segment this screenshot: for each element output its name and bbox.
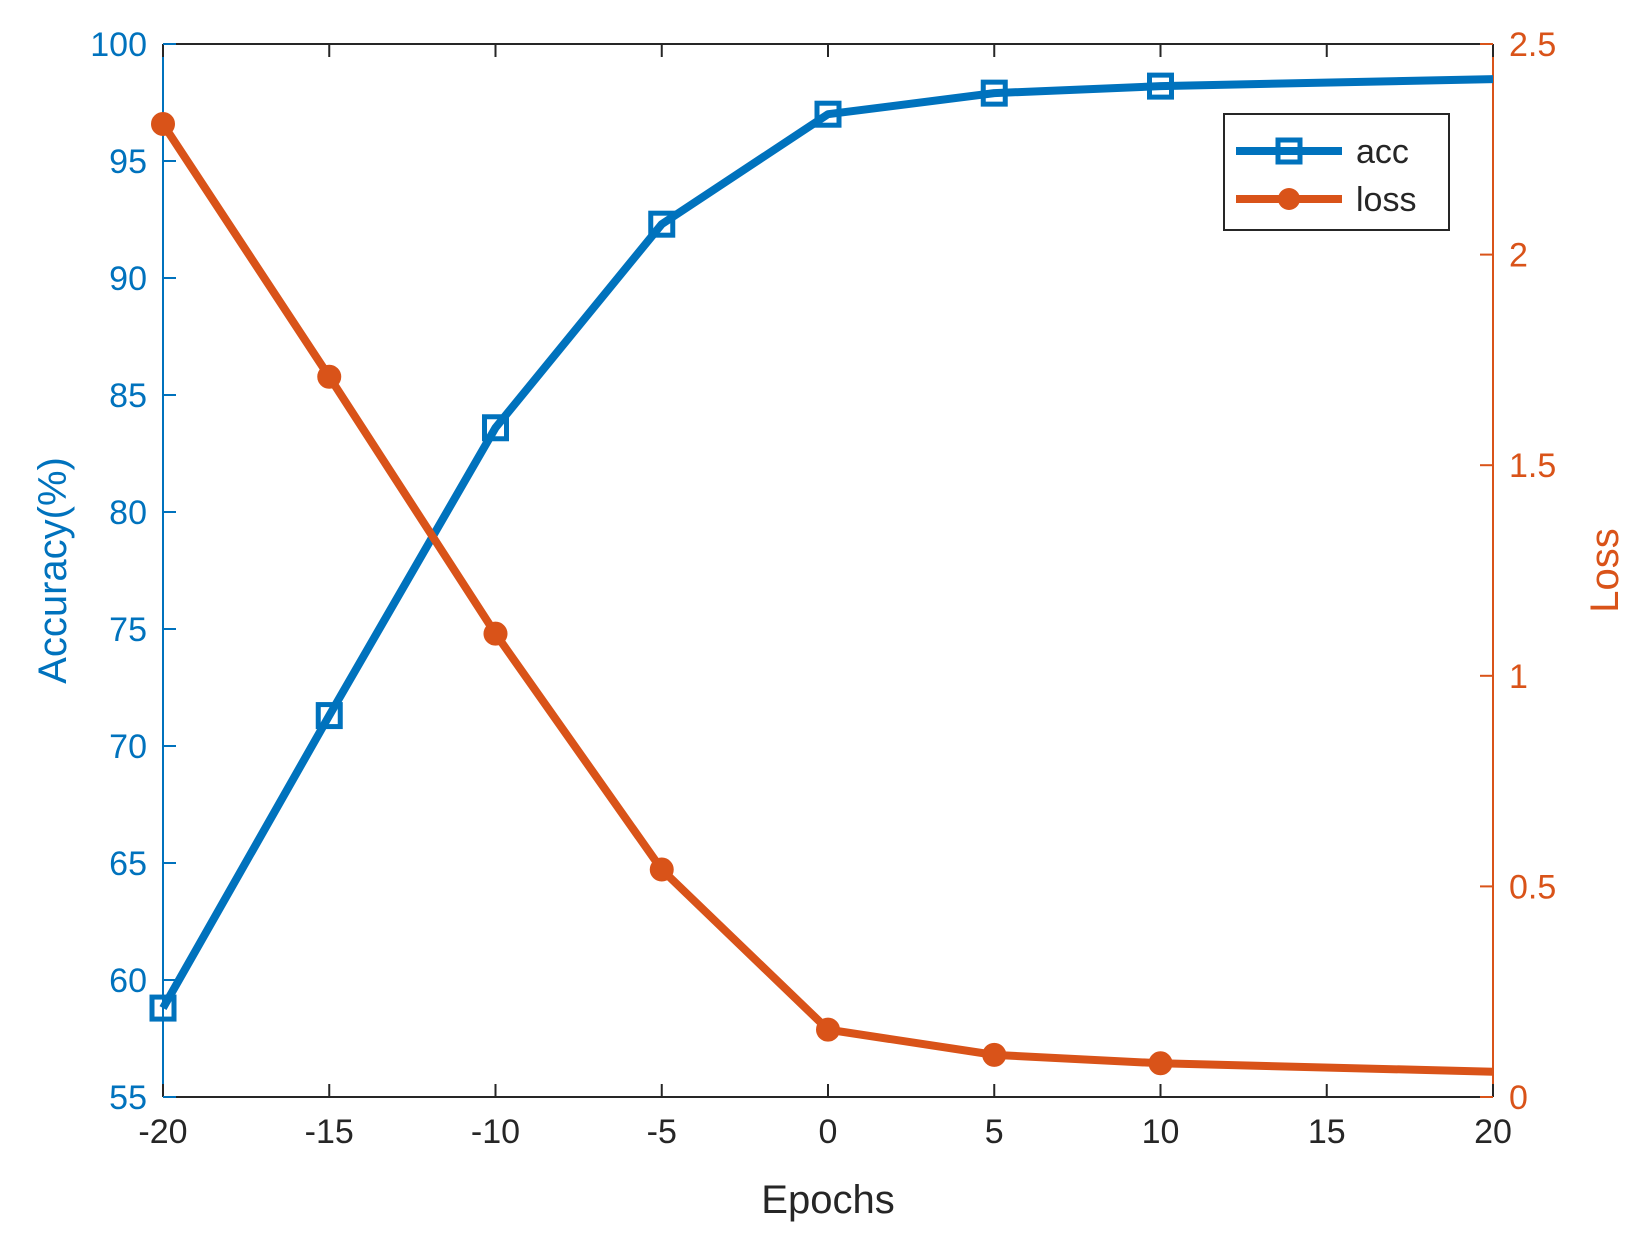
y-left-tick-label: 90 <box>109 260 147 298</box>
series-acc-point <box>814 100 842 128</box>
y-right-tick-label: 1.5 <box>1509 447 1556 485</box>
legend-loss-marker <box>1278 188 1300 210</box>
series-loss-point <box>649 857 674 882</box>
series-loss-point <box>816 1017 840 1042</box>
x-tick-label: 0 <box>819 1113 838 1151</box>
series-loss-point <box>483 621 508 646</box>
y-left-tick-label: 65 <box>109 845 147 883</box>
y-left-tick-label: 70 <box>109 728 147 766</box>
y-right-tick-label: 2.5 <box>1509 26 1556 64</box>
series-acc-point <box>149 994 177 1022</box>
ticks-layer: -20 -15 -10 -5 0 5 10 15 20556065707580859095100… <box>90 26 1556 1151</box>
x-tick-label: 20 <box>1474 1113 1512 1151</box>
x-tick-label: -20 <box>138 1113 187 1151</box>
y-right-tick-label: 0.5 <box>1509 868 1556 906</box>
x-tick-label: -15 <box>305 1113 354 1151</box>
x-tick-label: 10 <box>1142 1113 1180 1151</box>
x-tick-label: 15 <box>1308 1113 1346 1151</box>
series-acc-line <box>159 75 1494 1011</box>
x-axis-label: Epochs <box>761 1178 894 1222</box>
series-loss-point <box>1148 1051 1173 1076</box>
y-axis-left-label: Accuracy(%) <box>31 457 75 684</box>
x-tick-label: -10 <box>471 1113 520 1151</box>
y-left-tick-label: 95 <box>109 143 147 181</box>
series-acc-point <box>648 210 676 238</box>
y-left-tick-label: 80 <box>109 494 147 532</box>
y-right-tick-label: 2 <box>1509 237 1528 275</box>
y-left-tick-label: 60 <box>109 962 147 1000</box>
legend-acc-marker <box>1275 137 1303 165</box>
series-loss-point <box>317 364 342 389</box>
series-loss-point <box>982 1042 1007 1067</box>
x-tick-label: 5 <box>985 1113 1004 1151</box>
series-acc-point <box>315 702 343 730</box>
y-right-tick-label: 0 <box>1509 1079 1528 1117</box>
series-acc-point <box>1147 72 1174 100</box>
series-layer <box>149 72 1494 1076</box>
y-axis-right-label: Loss <box>1583 528 1627 613</box>
y-left-tick-label: 85 <box>109 377 147 415</box>
series-acc-point <box>482 414 509 442</box>
series-loss-line <box>159 121 1494 1076</box>
y-left-tick-label: 75 <box>109 611 147 649</box>
legend-box <box>1223 113 1450 231</box>
legend-loss-label: loss <box>1356 181 1416 219</box>
x-tick-label: -5 <box>647 1113 677 1151</box>
series-loss-point <box>151 112 175 137</box>
legend: acc loss <box>1223 113 1450 231</box>
y-left-tick-label: 55 <box>109 1079 147 1117</box>
y-left-tick-label: 100 <box>90 26 147 64</box>
y-right-tick-label: 1 <box>1509 658 1528 696</box>
series-acc-point <box>980 79 1008 107</box>
legend-acc-label: acc <box>1356 133 1409 171</box>
